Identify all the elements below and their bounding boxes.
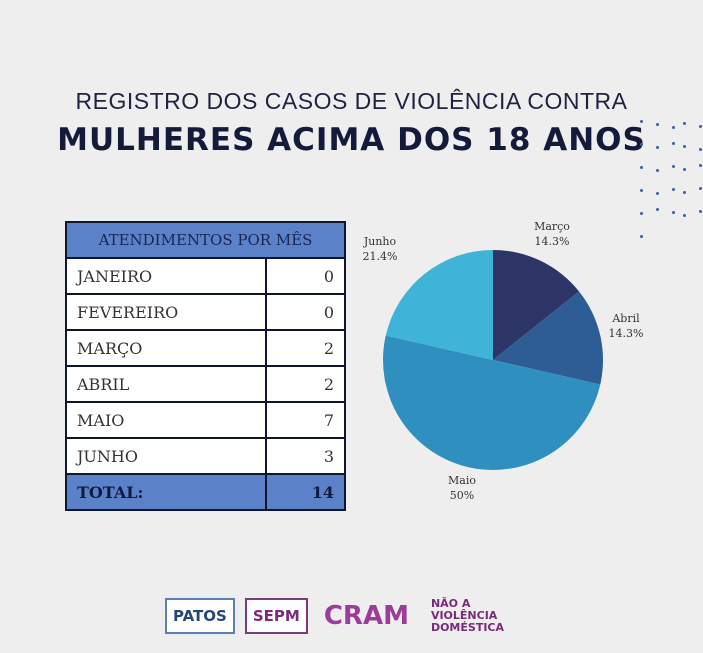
total-row: TOTAL: 14 — [65, 473, 346, 511]
month-cell: JUNHO — [65, 437, 267, 475]
dot — [683, 122, 686, 125]
value-cell: 2 — [265, 365, 346, 403]
dot — [699, 187, 702, 190]
slice-category-label: Junho — [363, 235, 397, 248]
dot — [640, 212, 643, 215]
dot — [656, 169, 659, 172]
total-label: TOTAL: — [65, 473, 267, 511]
title-line-2: MULHERES ACIMA DOS 18 ANOS — [57, 122, 646, 158]
cram-logo: CRAM — [323, 601, 409, 631]
month-cell: MAIO — [65, 401, 267, 439]
monthly-table: ATENDIMENTOS POR MÊS JANEIRO 0 FEVEREIRO 0… — [65, 221, 346, 511]
patos-logo: PATOS — [165, 598, 235, 634]
dot — [683, 191, 686, 194]
month-cell: JANEIRO — [65, 257, 267, 295]
dot — [672, 211, 675, 214]
dot — [683, 214, 686, 217]
table-row: MARÇO 2 — [65, 329, 346, 367]
dot — [640, 166, 643, 169]
slice-percent-label: 21.4% — [363, 250, 398, 263]
value-cell: 0 — [265, 257, 346, 295]
dot — [683, 145, 686, 148]
slice-category-label: Abril — [611, 312, 640, 325]
month-cell: ABRIL — [65, 365, 267, 403]
table-header: ATENDIMENTOS POR MÊS — [65, 221, 346, 259]
slice-category-label: Março — [534, 220, 570, 233]
dot — [683, 168, 686, 171]
dot — [656, 192, 659, 195]
dot — [672, 165, 675, 168]
dot — [699, 125, 702, 128]
dot — [656, 208, 659, 211]
value-cell: 0 — [265, 293, 346, 331]
dot — [699, 210, 702, 213]
nao-violencia-logo: NÃO A VIOLÊNCIA DOMÉSTICA — [430, 597, 504, 634]
dot — [640, 143, 643, 146]
dot — [640, 189, 643, 192]
total-value: 14 — [265, 473, 346, 511]
dot — [656, 123, 659, 126]
dot — [699, 148, 702, 151]
slice-percent-label: 50% — [450, 489, 474, 502]
table-row: JUNHO 3 — [65, 437, 346, 475]
slice-category-label: Maio — [448, 474, 476, 487]
pie-slice-abril — [493, 291, 603, 385]
dot — [640, 120, 643, 123]
dot — [672, 126, 675, 129]
pie-slice-maio — [383, 335, 601, 470]
logos: PATOS SEPM CRAM NÃO A VIOLÊNCIA DOMÉSTIC… — [165, 598, 505, 634]
dot — [672, 188, 675, 191]
value-cell: 2 — [265, 329, 346, 367]
slice-percent-label: 14.3% — [609, 327, 644, 340]
table-row: MAIO 7 — [65, 401, 346, 439]
pie-slice-março — [493, 250, 580, 360]
pie-slice-junho — [385, 250, 493, 360]
value-cell: 3 — [265, 437, 346, 475]
slice-percent-label: 14.3% — [535, 235, 570, 248]
month-cell: MARÇO — [65, 329, 267, 367]
value-cell: 7 — [265, 401, 346, 439]
dot — [699, 164, 702, 167]
table-row: FEVEREIRO 0 — [65, 293, 346, 331]
month-cell: FEVEREIRO — [65, 293, 267, 331]
dot — [672, 142, 675, 145]
table-row: JANEIRO 0 — [65, 257, 346, 295]
title-line-1: REGISTRO DOS CASOS DE VIOLÊNCIA CONTRA — [75, 88, 628, 114]
dot — [640, 235, 643, 238]
sepm-logo: SEPM — [244, 598, 308, 634]
dot — [656, 146, 659, 149]
table-row: ABRIL 2 — [65, 365, 346, 403]
